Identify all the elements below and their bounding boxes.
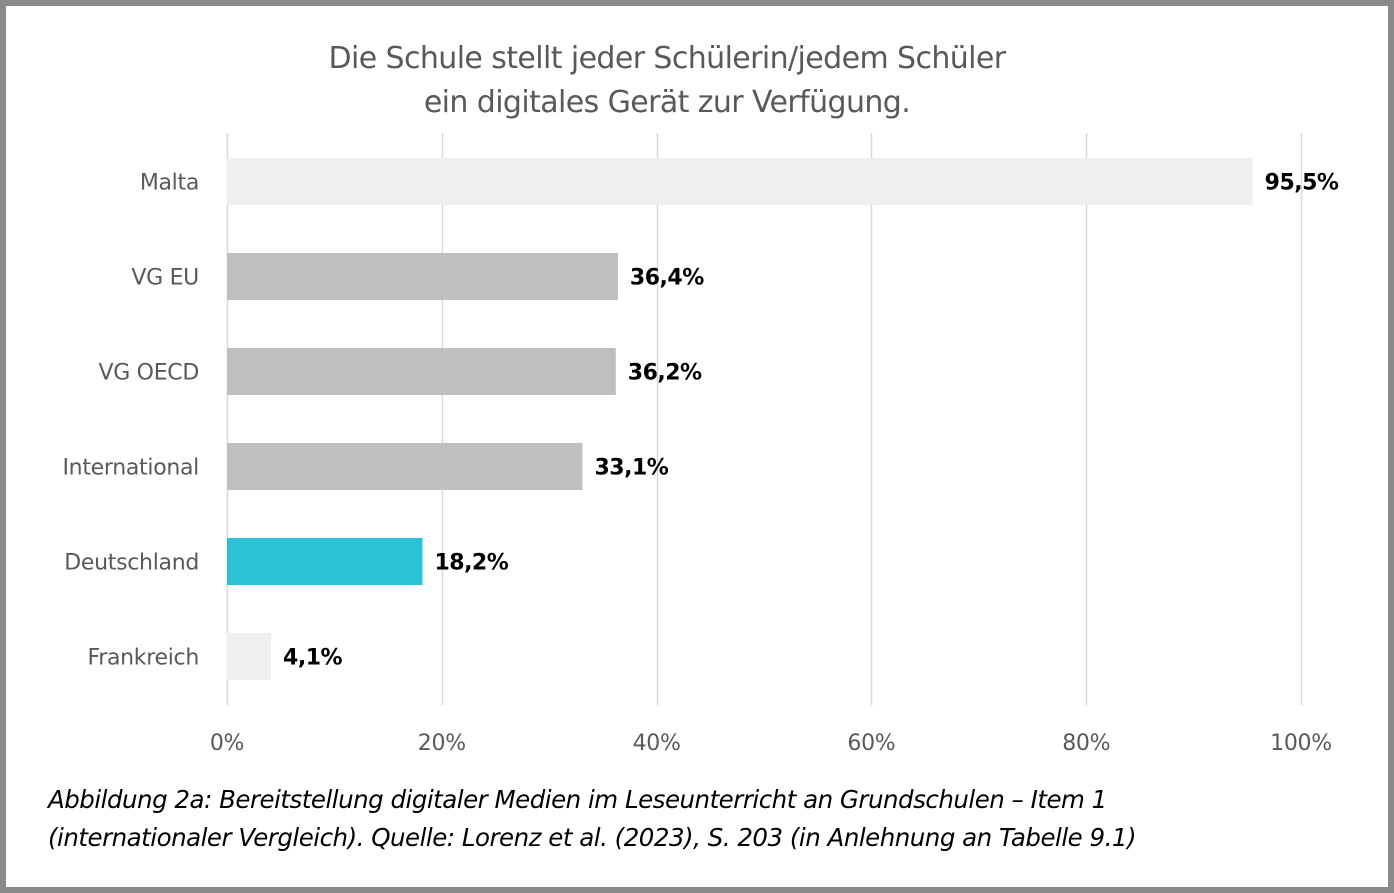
bar-deutschland bbox=[227, 538, 423, 585]
category-label: VG EU bbox=[131, 266, 199, 291]
data-label: 95,5% bbox=[1265, 171, 1339, 196]
x-tick-label: 40% bbox=[633, 731, 681, 756]
data-label: 4,1% bbox=[283, 646, 342, 671]
bar-vg-oecd bbox=[227, 348, 616, 395]
data-label: 33,1% bbox=[594, 456, 668, 481]
category-labels: Malta VG EU VG OECD International Deutschlan… bbox=[62, 171, 199, 671]
category-label: International bbox=[62, 456, 199, 481]
category-label: VG OECD bbox=[98, 361, 199, 386]
chart-title-line-1: Die Schule stellt jeder Schülerin/jedem … bbox=[328, 41, 1007, 76]
x-tick-labels: 0% 20% 40% 60% 80% 100% bbox=[210, 731, 1332, 756]
x-tick-label: 60% bbox=[847, 731, 895, 756]
bar-international bbox=[227, 443, 583, 490]
bars bbox=[227, 158, 1253, 680]
x-tick-label: 0% bbox=[210, 731, 244, 756]
category-label: Frankreich bbox=[87, 646, 199, 671]
figure-caption-line-1: Abbildung 2a: Bereitstellung digitaler M… bbox=[48, 785, 1107, 814]
figure-caption-line-2: (internationaler Vergleich). Quelle: Lor… bbox=[48, 823, 1137, 852]
bar-frankreich bbox=[227, 633, 272, 680]
bar-vg-eu bbox=[227, 253, 618, 300]
x-tick-label: 20% bbox=[418, 731, 466, 756]
data-labels: 95,5% 36,4% 36,2% 33,1% 18,2% 4,1% bbox=[283, 171, 1339, 671]
data-label: 36,2% bbox=[628, 361, 702, 386]
gridlines bbox=[226, 133, 1303, 705]
bar-malta bbox=[227, 158, 1253, 205]
x-tick-label: 100% bbox=[1270, 731, 1332, 756]
data-label: 18,2% bbox=[434, 551, 508, 576]
category-label: Malta bbox=[140, 171, 199, 196]
chart-title-line-2: ein digitales Gerät zur Verfügung. bbox=[423, 85, 911, 120]
x-tick-label: 80% bbox=[1062, 731, 1110, 756]
data-label: 36,4% bbox=[630, 266, 704, 291]
category-label: Deutschland bbox=[64, 551, 199, 576]
